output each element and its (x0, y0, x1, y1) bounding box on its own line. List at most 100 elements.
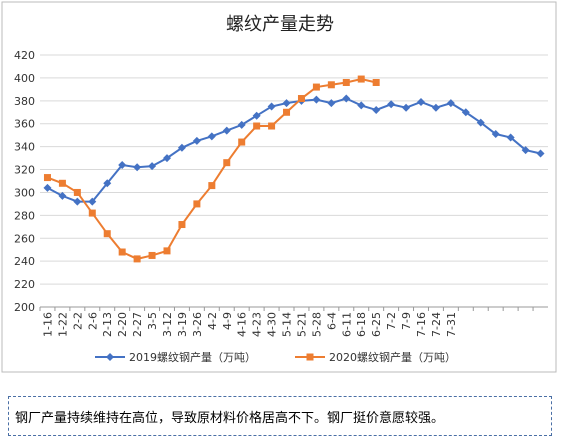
x-tick-label: 6-18 (355, 312, 368, 337)
note-box: 钢厂产量持续维持在高位，导致原材料价格居高不下。钢厂挺价意愿较强。 (8, 396, 552, 436)
point (237, 120, 246, 129)
point (283, 108, 291, 116)
y-tick-label: 340 (14, 141, 35, 154)
point (267, 102, 276, 111)
x-tick-label: 4-16 (236, 312, 249, 337)
y-tick-label: 420 (14, 49, 35, 62)
point (133, 255, 141, 263)
y-tick-label: 260 (14, 232, 35, 245)
point (88, 197, 97, 206)
x-tick-label: 3-5 (146, 312, 159, 330)
point (357, 101, 366, 110)
point (178, 221, 186, 229)
point (163, 154, 171, 163)
point (491, 130, 500, 139)
legend-label: 2020螺纹钢产量（万吨） (329, 350, 456, 364)
point (222, 126, 231, 135)
y-tick-label: 360 (14, 118, 35, 131)
x-tick-label: 4-23 (251, 312, 264, 337)
point (312, 95, 321, 104)
legend-label: 2019螺纹钢产量（万吨） (129, 350, 256, 364)
x-tick-label: 2-2 (71, 312, 84, 330)
point (43, 174, 51, 182)
point (238, 138, 246, 146)
point (327, 99, 336, 108)
x-tick-label: 2-6 (86, 312, 99, 330)
point (342, 94, 351, 103)
point (207, 132, 216, 141)
x-tick-label: 7-16 (415, 312, 428, 337)
point (177, 143, 186, 152)
chart-frame (1, 1, 557, 373)
point (88, 209, 96, 217)
x-tick-label: 2-13 (101, 312, 114, 337)
x-tick-label: 2-20 (116, 312, 129, 337)
point (476, 118, 485, 127)
point (357, 75, 365, 83)
series-line (46, 97, 541, 203)
point (148, 251, 156, 259)
x-tick-label: 4-2 (206, 312, 219, 330)
x-tick-label: 3-26 (191, 312, 204, 337)
x-tick-label: 6-25 (370, 312, 383, 337)
point (312, 83, 320, 91)
x-tick-label: 3-12 (161, 312, 174, 337)
point (327, 81, 335, 89)
point (118, 248, 126, 256)
x-tick-label: 7-31 (445, 312, 458, 337)
x-tick-label: 6-4 (325, 312, 338, 330)
chart: 螺纹产量走势 200 220 240 260 280 300 320 340 360 380 400… (1, 1, 557, 373)
chart-title: 螺纹产量走势 (226, 14, 334, 35)
x-tick-label: 3-19 (176, 312, 189, 337)
point (163, 247, 171, 255)
x-tick-label: 2-27 (131, 312, 144, 337)
x-tick-label: 1-16 (41, 312, 54, 337)
legend-marker (306, 353, 314, 361)
point (297, 95, 305, 103)
point (133, 163, 142, 172)
point (372, 78, 380, 86)
y-tick-label: 320 (14, 164, 35, 177)
x-tick-label: 7-24 (430, 312, 443, 337)
x-tick-label: 7-9 (400, 312, 413, 330)
point (431, 103, 440, 112)
point (372, 105, 381, 114)
point (58, 191, 67, 200)
point (521, 146, 530, 155)
point (402, 103, 411, 112)
point (252, 111, 261, 120)
point (103, 230, 111, 238)
x-tick-label: 1-22 (56, 312, 69, 337)
y-tick-label: 280 (14, 209, 35, 222)
y-tick-label: 380 (14, 95, 35, 108)
point (387, 100, 396, 109)
point (417, 97, 425, 106)
x-tick-label: 5-28 (310, 312, 323, 337)
point (103, 179, 112, 188)
point (268, 122, 276, 130)
x-tick-label: 5-14 (281, 312, 294, 337)
x-tick-label: 4-9 (221, 312, 234, 330)
x-tick-label: 6-11 (340, 312, 353, 337)
point (118, 160, 127, 169)
point (253, 122, 261, 130)
y-tick-label: 220 (14, 278, 35, 291)
point (461, 108, 470, 117)
point (43, 183, 52, 192)
point (58, 179, 66, 187)
point (148, 162, 157, 171)
y-tick-label: 240 (14, 255, 35, 268)
point (193, 200, 201, 208)
point (282, 99, 291, 108)
y-tick-label: 400 (14, 72, 35, 85)
point (73, 197, 82, 206)
point (342, 78, 350, 86)
point (208, 182, 216, 190)
y-tick-label: 200 (14, 301, 35, 314)
x-tick-label: 5-21 (295, 312, 308, 337)
point (536, 149, 545, 158)
x-tick-label: 7-2 (385, 312, 398, 330)
x-tick-label: 4-30 (266, 312, 279, 337)
point (446, 99, 455, 108)
